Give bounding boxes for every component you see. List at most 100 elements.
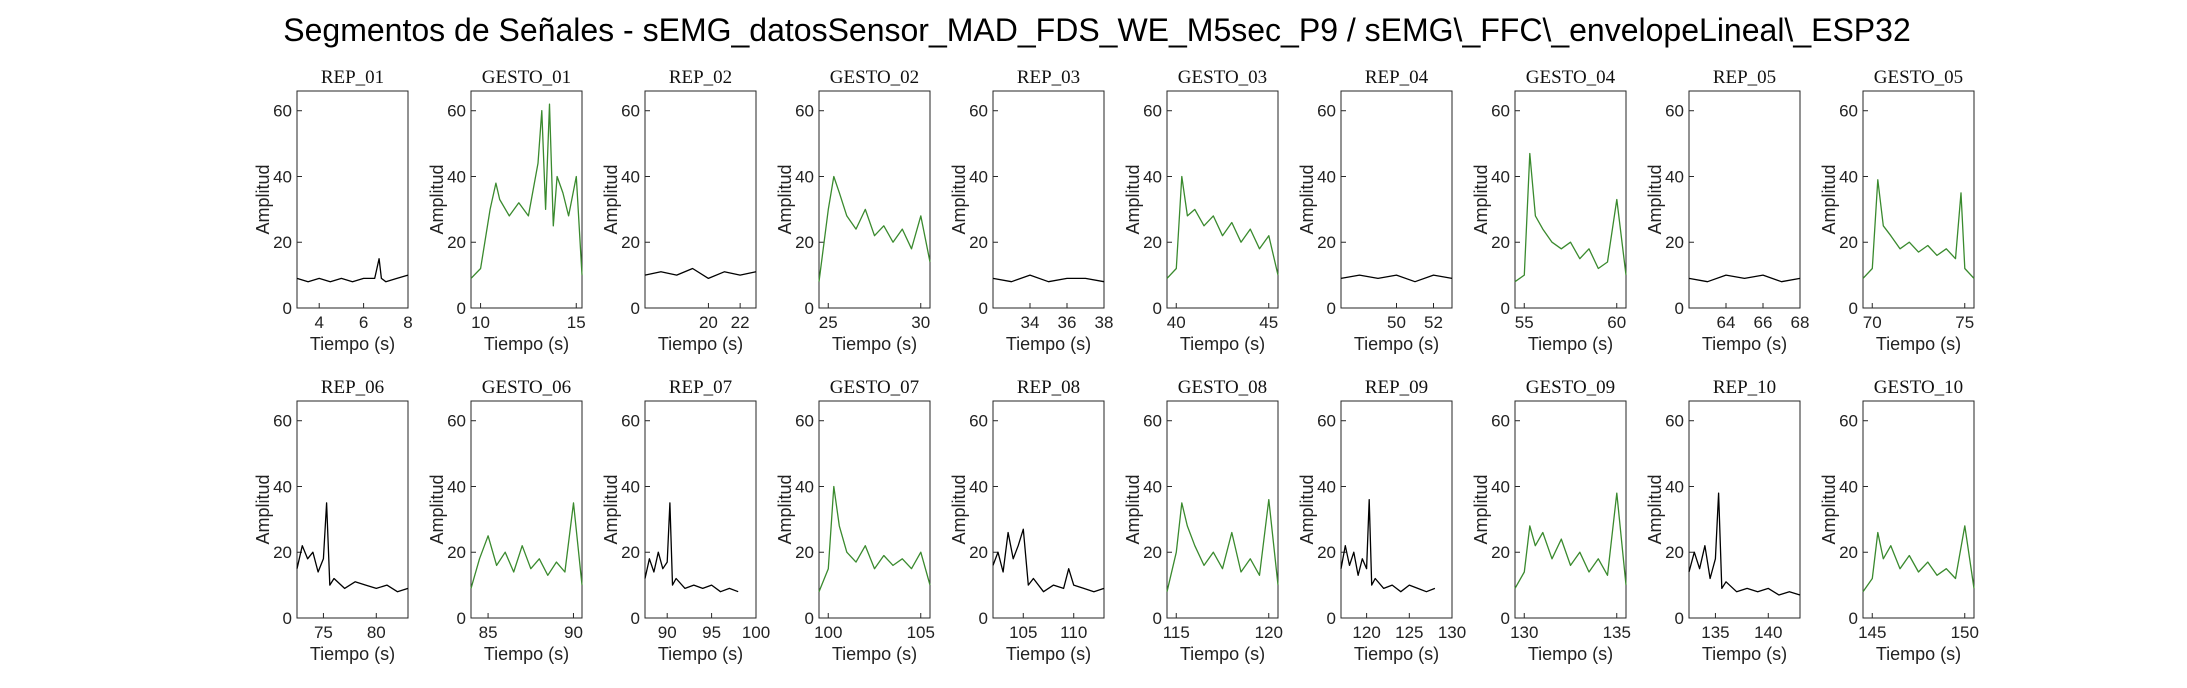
panel-title: REP_01 <box>321 67 384 88</box>
plot-frame <box>470 90 583 309</box>
x-tick-label: 100 <box>814 623 842 642</box>
x-tick-label: 36 <box>1058 313 1077 332</box>
y-tick-label: 20 <box>621 543 640 562</box>
y-tick-label: 40 <box>1143 167 1162 186</box>
y-axis-label: Amplitud <box>1645 164 1665 234</box>
y-tick-label: 0 <box>1849 609 1858 628</box>
y-axis-label: Amplitud <box>775 164 795 234</box>
panel-title: GESTO_04 <box>1526 67 1616 88</box>
y-tick-label: 0 <box>283 609 292 628</box>
x-tick-label: 60 <box>1607 313 1626 332</box>
y-tick-label: 0 <box>457 299 466 318</box>
y-tick-label: 20 <box>969 233 988 252</box>
x-tick-label: 130 <box>1510 623 1538 642</box>
plot-frame <box>1166 400 1279 619</box>
signal-line <box>296 258 409 283</box>
y-axis-label: Amplitud <box>949 474 969 544</box>
y-tick-label: 20 <box>1317 233 1336 252</box>
panel-title: GESTO_08 <box>1178 377 1267 398</box>
y-axis-label: Amplitud <box>427 474 447 544</box>
panel-rep-06: REP_06 0 20 40 60 75 80 Tiempo (s) Amplitud <box>253 377 409 664</box>
x-tick-label: 80 <box>367 623 386 642</box>
plot-frame <box>1688 90 1801 309</box>
y-axis-label: Amplitud <box>1645 474 1665 544</box>
plot-frame <box>1514 400 1627 619</box>
y-tick-label: 0 <box>1675 299 1684 318</box>
y-tick-label: 60 <box>1143 102 1162 121</box>
signal-line <box>1688 492 1801 596</box>
y-axis-label: Amplitud <box>1297 474 1317 544</box>
panel-gesto-05: GESTO_05 0 20 40 60 70 75 Tiempo (s) Amplitud <box>1819 67 1975 354</box>
y-tick-label: 60 <box>969 102 988 121</box>
x-axis-label: Tiempo (s) <box>1528 644 1613 664</box>
signal-line <box>1862 179 1975 279</box>
y-tick-label: 40 <box>447 167 466 186</box>
x-tick-label: 10 <box>471 313 490 332</box>
plot-frame <box>296 90 409 309</box>
x-tick-label: 130 <box>1438 623 1466 642</box>
x-tick-label: 85 <box>479 623 498 642</box>
y-tick-label: 20 <box>795 233 814 252</box>
y-tick-label: 20 <box>1491 233 1510 252</box>
y-tick-label: 60 <box>1839 102 1858 121</box>
x-axis-label: Tiempo (s) <box>1876 644 1961 664</box>
x-tick-label: 105 <box>907 623 935 642</box>
y-tick-label: 60 <box>1491 102 1510 121</box>
signal-line <box>992 274 1105 283</box>
y-tick-label: 40 <box>795 167 814 186</box>
y-tick-label: 40 <box>1665 167 1684 186</box>
panel-title: REP_09 <box>1365 377 1428 398</box>
x-tick-label: 30 <box>911 313 930 332</box>
y-tick-label: 0 <box>283 299 292 318</box>
y-tick-label: 40 <box>273 167 292 186</box>
plot-frame <box>1688 400 1801 619</box>
y-tick-label: 20 <box>1317 543 1336 562</box>
x-tick-label: 120 <box>1255 623 1283 642</box>
panel-gesto-01: GESTO_01 0 20 40 60 10 15 Tiempo (s) Amplitud <box>427 67 586 354</box>
y-axis-label: Amplitud <box>1471 164 1491 234</box>
panel-gesto-09: GESTO_09 0 20 40 60 130 135 Tiempo (s) Amplitud <box>1471 377 1631 664</box>
y-tick-label: 40 <box>969 167 988 186</box>
panel-rep-01: REP_01 0 20 40 60 4 6 8 Tiempo (s) Amplitud <box>253 67 413 354</box>
y-tick-label: 40 <box>795 477 814 496</box>
signal-line <box>1688 274 1801 283</box>
signal-line <box>1340 498 1436 593</box>
y-tick-label: 40 <box>969 477 988 496</box>
x-axis-label: Tiempo (s) <box>1354 644 1439 664</box>
x-tick-label: 68 <box>1791 313 1810 332</box>
x-axis-label: Tiempo (s) <box>832 334 917 354</box>
signal-line <box>1862 525 1975 593</box>
y-axis-label: Amplitud <box>949 164 969 234</box>
panel-title: GESTO_09 <box>1526 377 1615 398</box>
y-tick-label: 40 <box>1317 477 1336 496</box>
x-axis-label: Tiempo (s) <box>1006 644 1091 664</box>
y-axis-label: Amplitud <box>1123 474 1143 544</box>
y-tick-label: 40 <box>1491 477 1510 496</box>
x-tick-label: 95 <box>702 623 721 642</box>
y-tick-label: 60 <box>273 102 292 121</box>
signal-line <box>818 175 931 282</box>
y-tick-label: 60 <box>447 412 466 431</box>
x-tick-label: 70 <box>1863 313 1882 332</box>
panel-gesto-08: GESTO_08 0 20 40 60 115 120 Tiempo (s) Amplitud <box>1123 377 1283 664</box>
y-tick-label: 20 <box>1665 233 1684 252</box>
panel-gesto-03: GESTO_03 0 20 40 60 40 45 Tiempo (s) Amplitud <box>1123 67 1279 354</box>
signal-line <box>644 267 757 280</box>
plot-frame <box>1340 400 1453 619</box>
panel-rep-02: REP_02 0 20 40 60 20 22 Tiempo (s) Amplitud <box>601 67 757 354</box>
x-tick-label: 110 <box>1060 623 1087 642</box>
figure-title: Segmentos de Señales - sEMG_datosSensor_… <box>283 12 1910 48</box>
y-axis-label: Amplitud <box>775 474 795 544</box>
x-tick-label: 120 <box>1352 623 1380 642</box>
y-tick-label: 40 <box>621 167 640 186</box>
plot-frame <box>992 90 1105 309</box>
x-tick-label: 40 <box>1167 313 1186 332</box>
y-tick-label: 40 <box>1491 167 1510 186</box>
y-axis-label: Amplitud <box>1819 474 1839 544</box>
x-axis-label: Tiempo (s) <box>1180 334 1265 354</box>
panel-title: GESTO_06 <box>482 377 571 398</box>
signal-line <box>818 485 931 592</box>
y-tick-label: 0 <box>1501 609 1510 628</box>
panel-gesto-06: GESTO_06 0 20 40 60 85 90 Tiempo (s) Amplitud <box>427 377 583 664</box>
